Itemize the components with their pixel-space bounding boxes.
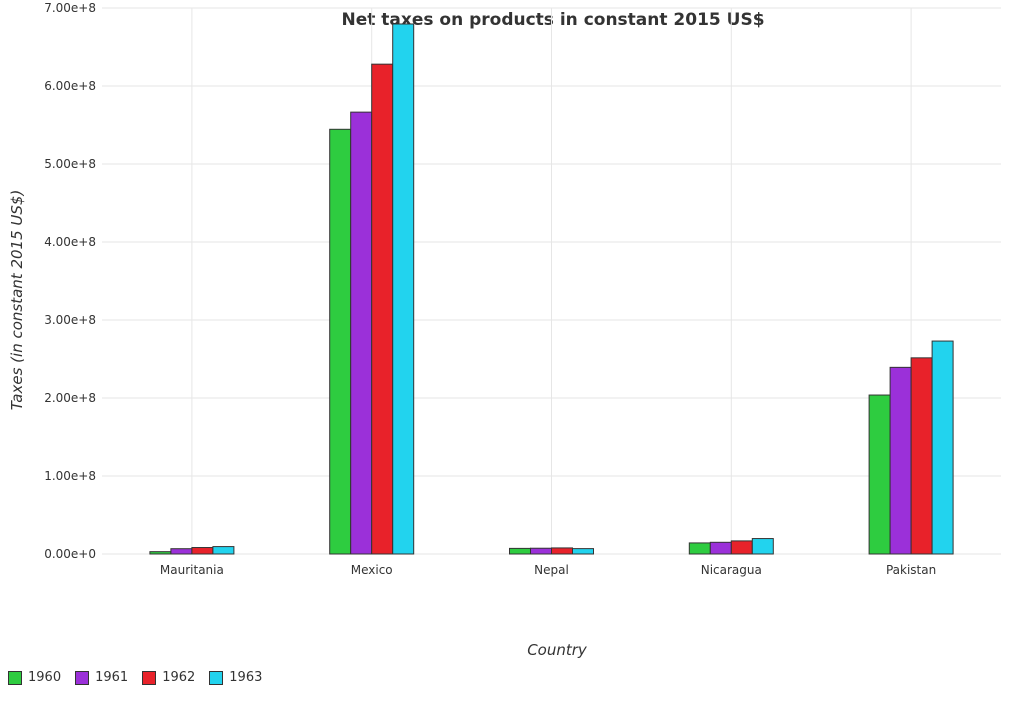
bar-1963-mauritania <box>212 546 235 555</box>
bar-1962-pakistan <box>910 357 933 555</box>
legend-label: 1963 <box>229 670 263 685</box>
legend-swatch <box>75 670 90 685</box>
bar-1962-mexico <box>371 63 394 555</box>
x-tick-label: Mauritania <box>160 563 224 577</box>
legend: 1960 1961 1962 1963 <box>8 670 276 685</box>
bar-1961-mexico <box>350 111 373 555</box>
x-tick-label: Nepal <box>534 563 569 577</box>
legend-swatch <box>209 670 224 685</box>
bar-1960-nicaragua <box>688 542 711 555</box>
bar-1963-nepal <box>572 548 594 555</box>
bar-1962-nepal <box>551 547 573 555</box>
y-tick-label: 5.00e+8 <box>44 157 96 171</box>
y-tick-label: 1.00e+8 <box>44 469 96 483</box>
bar-1961-nepal <box>530 547 552 555</box>
x-tick-label: Pakistan <box>886 563 936 577</box>
legend-label: 1960 <box>28 670 62 685</box>
chart-title: Net taxes on products in constant 2015 U… <box>341 10 764 30</box>
bar-1960-pakistan <box>868 394 891 555</box>
bar-1960-mauritania <box>149 551 172 555</box>
bar-layer <box>149 23 954 555</box>
grid-layer <box>102 7 1001 555</box>
bar-1961-pakistan <box>889 366 912 555</box>
legend-swatch <box>142 670 157 685</box>
legend-label: 1962 <box>162 670 196 685</box>
bar-1962-nicaragua <box>730 540 753 555</box>
legend-swatch <box>8 670 22 685</box>
legend-item: 1962 <box>142 670 195 685</box>
y-tick-label: 7.00e+8 <box>44 1 96 15</box>
x-tick-label: Mexico <box>351 563 393 577</box>
bar-1963-nicaragua <box>751 538 774 555</box>
y-tick-label: 3.00e+8 <box>44 313 96 327</box>
legend-item: 1963 <box>209 670 262 685</box>
y-tick-label: 6.00e+8 <box>44 79 96 93</box>
y-tick-label: 2.00e+8 <box>44 391 96 405</box>
bar-1961-nicaragua <box>709 541 732 555</box>
bar-1961-mauritania <box>170 548 193 555</box>
y-tick-label: 0.00e+0 <box>44 547 96 561</box>
bar-1963-pakistan <box>931 340 954 555</box>
y-tick-label: 4.00e+8 <box>44 235 96 249</box>
bar-1960-mexico <box>329 128 352 555</box>
x-tick-label: Nicaragua <box>701 563 762 577</box>
legend-item: 1960 <box>8 670 61 685</box>
bar-1962-mauritania <box>191 547 214 555</box>
legend-label: 1961 <box>95 670 129 685</box>
y-axis-title: Taxes (in constant 2015 US$) <box>8 190 26 411</box>
legend-item: 1961 <box>75 670 128 685</box>
axis-layer: 0.00e+0 1.00e+8 2.00e+8 3.00e+8 4.00e+8 5.00e… <box>44 1 936 577</box>
bar-1963-mexico <box>392 23 415 555</box>
x-axis-title: Country <box>527 641 588 659</box>
bar-1960-nepal <box>509 547 531 555</box>
